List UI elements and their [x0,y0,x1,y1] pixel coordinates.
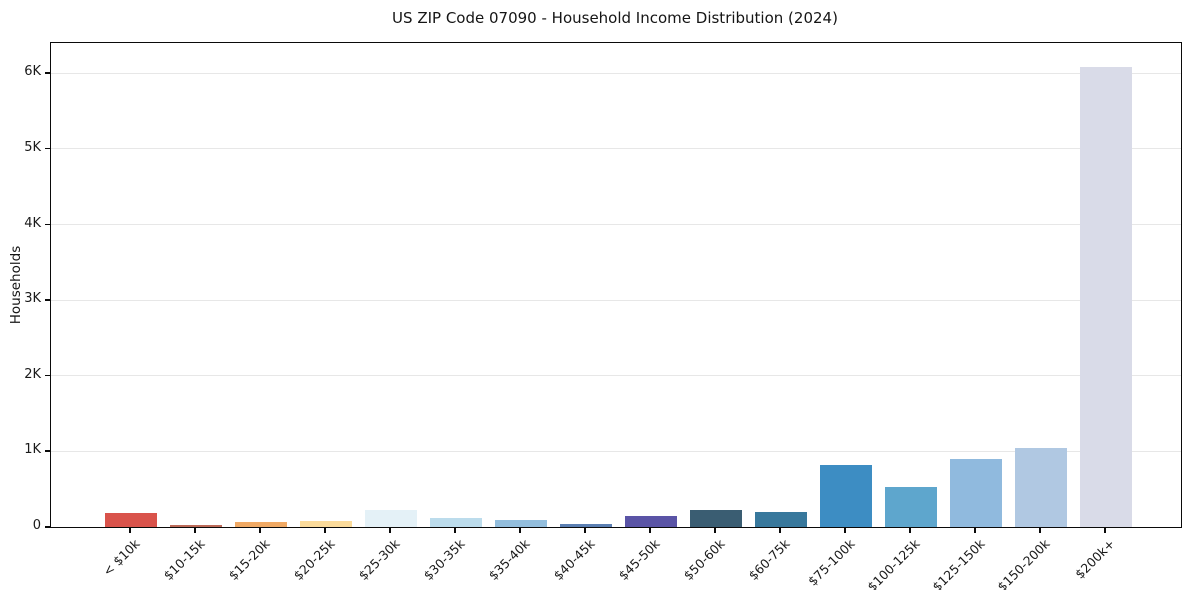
x-tick-mark [389,527,391,533]
x-tick-mark [779,527,781,533]
gridline-4K [51,224,1181,225]
x-tick-mark [194,527,196,533]
gridline-2K [51,375,1181,377]
y-tick-mark [45,72,50,74]
x-tick-mark [129,527,131,533]
y-axis-label: Households [8,245,24,325]
bar--15-20k [235,522,287,527]
x-tick-mark [844,527,846,533]
bar--75-100k [820,465,872,527]
bar--20-25k [300,520,352,527]
x-tick-mark [584,527,586,533]
x-tick-mark [519,527,521,533]
y-tick-mark [45,374,50,377]
x-tick-mark [454,527,456,533]
bar--30-35k [430,517,482,527]
y-tick-label: 6K [24,64,41,80]
gridline-5K [51,148,1181,150]
y-tick-label: 4K [24,215,41,231]
bar--40-45k [560,523,612,527]
gridline-3K [51,299,1181,301]
bar--60-75k [755,512,807,527]
bar--10k [105,512,157,527]
y-tick-mark [45,299,50,301]
y-tick-mark [45,147,50,150]
bar--45-50k [625,516,677,527]
bar--125-150k [950,458,1002,527]
x-tick-mark [259,527,261,533]
y-tick-label: 0 [32,518,41,533]
plot-area [50,42,1182,528]
x-tick-mark [1039,527,1041,533]
y-tick-mark [45,450,50,452]
chart-title: US ZIP Code 07090 - Household Income Dis… [392,9,838,27]
x-tick-mark [974,527,976,533]
x-tick-mark [324,527,326,533]
bar--10-15k [170,524,222,527]
bar--150-200k [1015,447,1067,527]
bar--25-30k [365,509,417,527]
x-tick-mark [1104,527,1106,533]
gridline-1K [51,450,1181,452]
bar--100-125k [885,486,937,527]
y-tick-mark [45,526,50,528]
bar--35-40k [495,520,547,527]
x-tick-mark [649,527,651,533]
bar--50-60k [690,509,742,527]
bar--200k- [1080,66,1132,527]
x-tick-mark [714,527,716,533]
gridline-6K [51,72,1181,74]
x-tick-mark [909,527,911,533]
y-tick-label: 3K [24,291,41,307]
y-tick-mark [45,223,50,225]
y-tick-label: 1K [24,442,41,458]
y-tick-label: 2K [24,366,41,382]
x-tick-label: < $10k [99,536,143,579]
y-tick-label: 5K [24,139,41,155]
